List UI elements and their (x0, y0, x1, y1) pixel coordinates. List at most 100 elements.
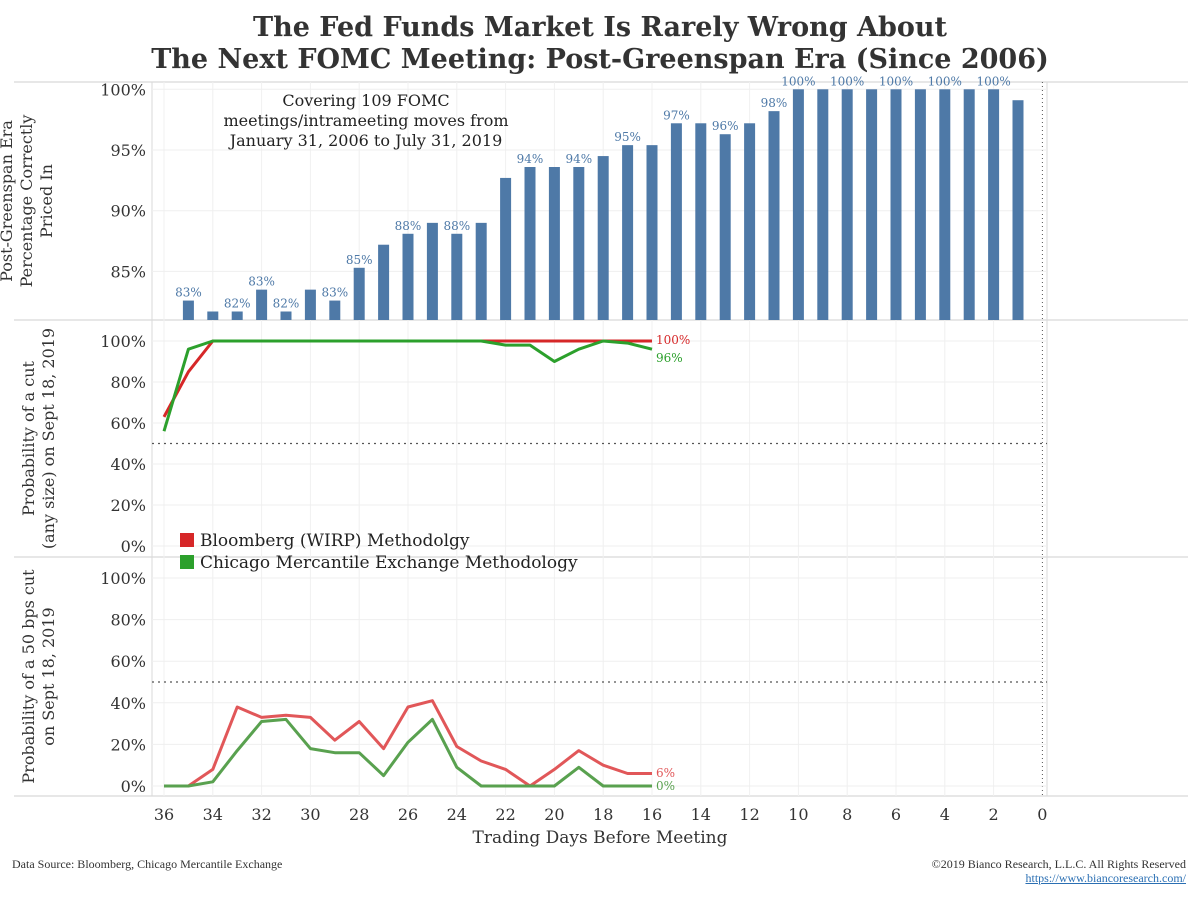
bar (1012, 100, 1024, 320)
y-tick-label: 80% (110, 611, 146, 630)
y-tick-label: 85% (110, 262, 146, 281)
x-tick-label: 30 (300, 805, 320, 824)
chart-title: The Fed Funds Market Is Rarely Wrong Abo… (0, 12, 1200, 76)
x-tick-label: 10 (788, 805, 808, 824)
bar-data-label: 88% (443, 219, 470, 233)
x-tick-label: 14 (691, 805, 711, 824)
copyright-block: ©2019 Bianco Research, L.L.C. All Rights… (932, 857, 1186, 885)
y-tick-label: 100% (100, 332, 146, 351)
bar (280, 311, 292, 320)
x-axis-title: Trading Days Before Meeting (473, 828, 728, 848)
y-tick-label: 80% (110, 373, 146, 392)
series-end-label: 96% (656, 351, 683, 365)
y-tick-label: 100% (100, 80, 146, 99)
bar (670, 123, 682, 321)
bar-data-label: 94% (565, 152, 592, 166)
bar (231, 311, 243, 320)
x-tick-label: 18 (593, 805, 613, 824)
x-tick-label: 0 (1037, 805, 1047, 824)
y-tick-label: 0% (121, 777, 146, 796)
bar-data-label: 85% (346, 253, 373, 267)
y-axis-title: Percentage Correctly (17, 115, 36, 288)
y-axis-title: Probability of a cut (19, 360, 38, 516)
bar (939, 89, 951, 321)
bar-data-label: 98% (761, 96, 788, 110)
series-end-label: 6% (656, 766, 675, 780)
cme-50bp-probability-line (164, 717, 652, 788)
chart-title-line-1: The Fed Funds Market Is Rarely Wrong Abo… (253, 12, 947, 43)
y-axis-title: Priced In (37, 164, 56, 238)
website-link[interactable]: https://www.biancoresearch.com/ (1025, 871, 1186, 885)
bar (744, 123, 756, 321)
y-axis-title: (any size) on Sept 18, 2019 (39, 328, 58, 549)
bar-data-label: 95% (614, 130, 641, 144)
bar (548, 167, 560, 320)
x-tick-label: 4 (940, 805, 950, 824)
y-tick-label: 0% (121, 537, 146, 556)
y-tick-label: 100% (100, 569, 146, 588)
y-tick-label: 20% (110, 496, 146, 515)
x-tick-label: 12 (739, 805, 759, 824)
bar (182, 300, 194, 320)
bar-data-label: 100% (879, 74, 913, 88)
x-tick-label: 28 (349, 805, 369, 824)
y-axis-title: Probability of a 50 bps cut (19, 569, 38, 784)
bar (866, 89, 878, 321)
y-tick-label: 95% (110, 141, 146, 160)
y-tick-label: 60% (110, 652, 146, 671)
annotation-text: Covering 109 FOMC (282, 91, 449, 110)
bar-data-label: 83% (175, 286, 202, 300)
bar (451, 233, 463, 320)
bar-data-label: 100% (830, 74, 864, 88)
bar (719, 134, 731, 320)
bar (841, 89, 853, 321)
annotation-text: meetings/intrameeting moves from (223, 111, 508, 130)
bar (329, 300, 341, 320)
series-end-label: 0% (656, 779, 675, 793)
bar (426, 222, 438, 320)
bar (207, 311, 219, 320)
y-axis-title: Post-Greenspan Era (0, 120, 16, 282)
data-source-note: Data Source: Bloomberg, Chicago Mercanti… (12, 857, 283, 871)
bar (792, 89, 804, 321)
bar (500, 177, 512, 320)
x-tick-label: 8 (842, 805, 852, 824)
legend-swatch-cme (180, 555, 194, 569)
bar-data-label: 83% (248, 275, 275, 289)
chart-area: 85%90%95%100%Post-Greenspan Era Percentag… (0, 74, 1188, 848)
bar-data-label: 100% (976, 74, 1010, 88)
cme-cut-probability-line (162, 339, 653, 432)
y-tick-label: 90% (110, 202, 146, 221)
bar-data-label: 82% (224, 297, 251, 311)
bar (817, 89, 829, 321)
bar (475, 222, 487, 320)
bar-data-label: 94% (517, 152, 544, 166)
bar-data-label: 100% (928, 74, 962, 88)
bar (256, 289, 268, 320)
x-tick-label: 22 (495, 805, 515, 824)
legend-swatch-wirp (180, 533, 194, 547)
bar (768, 111, 780, 321)
y-axis-title: on Sept 18, 2019 (39, 607, 58, 745)
bar (963, 89, 975, 321)
bar (914, 89, 926, 321)
bar (988, 89, 1000, 321)
bar-data-label: 97% (663, 108, 690, 122)
x-tick-label: 26 (398, 805, 418, 824)
annotation-text: January 31, 2006 to July 31, 2019 (228, 131, 503, 150)
bar (304, 289, 316, 320)
bar-data-label: 82% (273, 297, 300, 311)
bar-data-label: 96% (712, 119, 739, 133)
bar (646, 145, 658, 320)
y-tick-label: 60% (110, 414, 146, 433)
x-tick-label: 2 (989, 805, 999, 824)
bar (695, 123, 707, 321)
bar-data-label: 88% (395, 219, 422, 233)
bar (622, 145, 634, 320)
copyright-text: ©2019 Bianco Research, L.L.C. All Rights… (931, 857, 1186, 871)
bar (524, 167, 536, 320)
x-tick-label: 36 (154, 805, 174, 824)
bar (378, 244, 390, 320)
x-tick-label: 34 (203, 805, 223, 824)
chart-title-line-2: The Next FOMC Meeting: Post-Greenspan Er… (151, 44, 1049, 75)
